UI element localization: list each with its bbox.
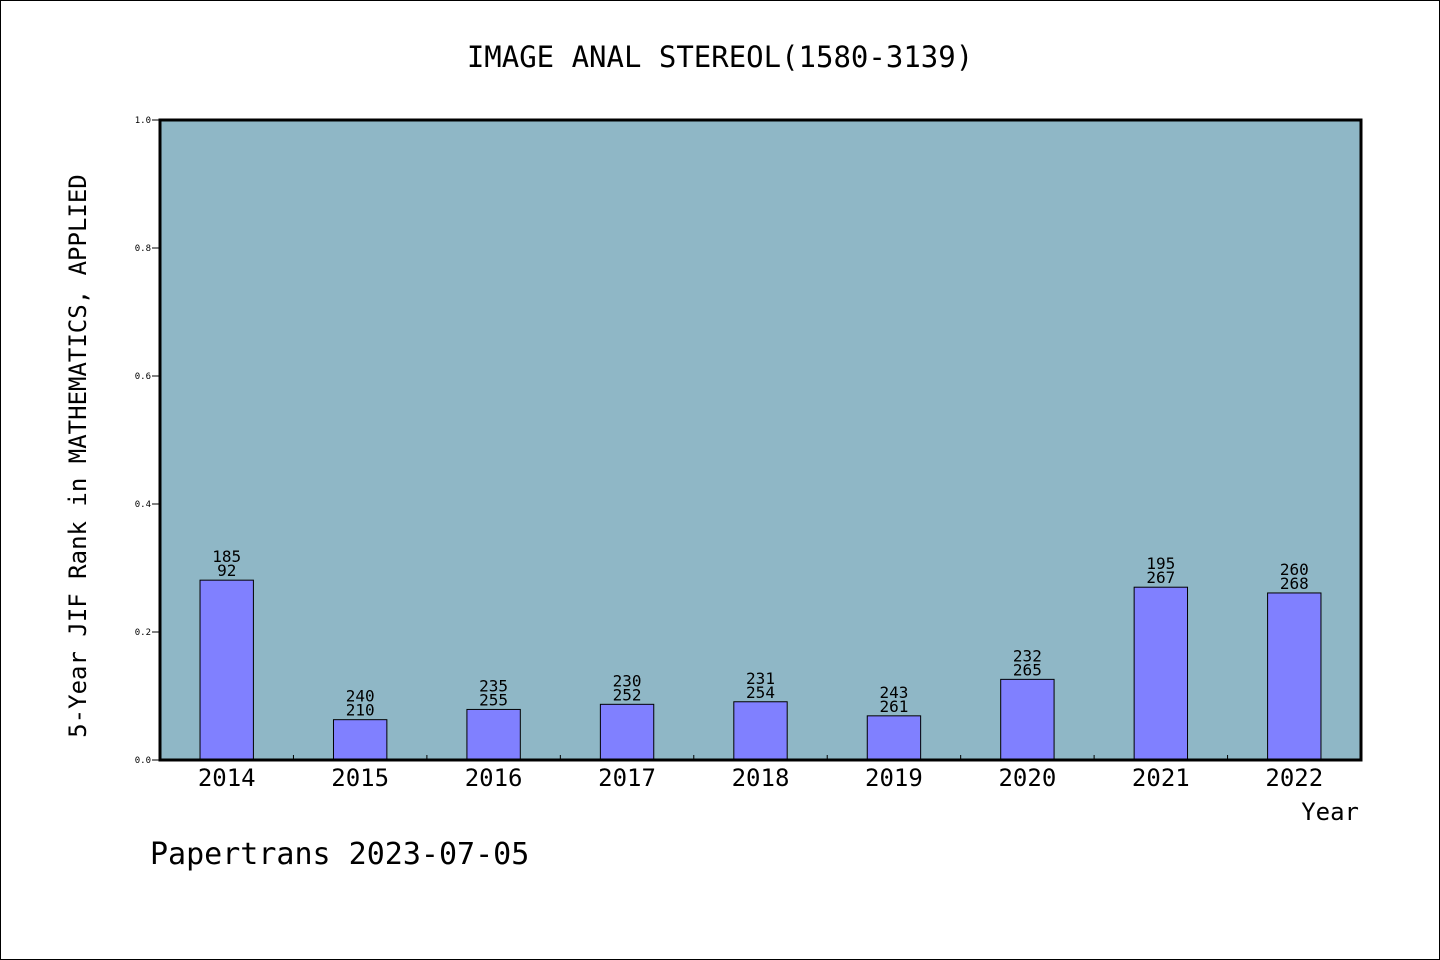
y-tick-label-0.8: 0.8 — [135, 244, 151, 254]
x-axis-label: Year — [1301, 798, 1359, 826]
y-tick-label-1.0: 1.0 — [135, 116, 151, 126]
bars-layer — [199, 579, 1322, 761]
y-tick-label-0.0: 0.0 — [135, 756, 151, 766]
data-label-bottom-2019: 261 — [879, 697, 908, 716]
y-axis: 0.0 0.2 0.4 0.6 0.8 1.0 — [135, 116, 160, 766]
data-label-top-2022: 260 — [1280, 560, 1309, 579]
data-label-top-2018: 231 — [746, 669, 775, 688]
bar-2020 — [1000, 678, 1055, 761]
x-tick-label-2021: 2021 — [1132, 764, 1190, 792]
x-tick-label-2014: 2014 — [198, 764, 256, 792]
x-tick-label-2015: 2015 — [331, 764, 389, 792]
plot-border — [158, 118, 1363, 762]
x-axis: 2014 2015 2016 2017 2018 2019 2020 2021 2022 — [198, 755, 1323, 792]
bar-2022 — [1267, 592, 1322, 761]
bar-2018 — [733, 701, 788, 761]
x-tick-label-2020: 2020 — [998, 764, 1056, 792]
footer-credit: Papertrans 2023-07-05 — [150, 837, 529, 872]
data-label-bottom-2015: 210 — [346, 701, 375, 720]
bar-2021 — [1133, 586, 1189, 761]
data-label-bottom-2021: 267 — [1146, 568, 1175, 587]
bar-2017 — [599, 703, 655, 761]
y-tick-label-0.2: 0.2 — [135, 628, 151, 638]
bar-2014 — [199, 579, 254, 761]
bar-2016 — [466, 708, 521, 761]
bar-2019 — [866, 715, 922, 761]
data-label-top-2020: 232 — [1013, 646, 1042, 665]
data-label-bottom-2014: 92 — [217, 561, 236, 580]
x-tick-label-2019: 2019 — [865, 764, 923, 792]
data-label-top-2015: 240 — [346, 687, 375, 706]
data-label-bottom-2020: 265 — [1013, 660, 1042, 679]
chart-title: IMAGE ANAL STEREOL(1580-3139) — [467, 40, 973, 74]
bar-2015 — [332, 719, 388, 761]
data-label-top-2017: 230 — [613, 671, 642, 690]
y-tick-label-0.6: 0.6 — [135, 372, 151, 382]
data-label-top-2019: 243 — [879, 683, 908, 702]
data-label-bottom-2022: 268 — [1280, 574, 1309, 593]
data-label-top-2016: 235 — [479, 676, 508, 695]
x-tick-label-2016: 2016 — [465, 764, 523, 792]
x-tick-label-2017: 2017 — [598, 764, 656, 792]
data-label-bottom-2018: 254 — [746, 683, 775, 702]
x-tick-label-2022: 2022 — [1265, 764, 1323, 792]
y-tick-label-0.4: 0.4 — [135, 500, 151, 510]
x-tick-label-2018: 2018 — [732, 764, 790, 792]
data-label-top-2021: 195 — [1146, 554, 1175, 573]
y-axis-label: 5-Year JIF Rank in MATHEMATICS, APPLIED — [64, 174, 92, 738]
data-label-top-2014: 185 — [212, 547, 241, 566]
data-label-bottom-2017: 252 — [613, 685, 642, 704]
data-label-bottom-2016: 255 — [479, 690, 508, 709]
